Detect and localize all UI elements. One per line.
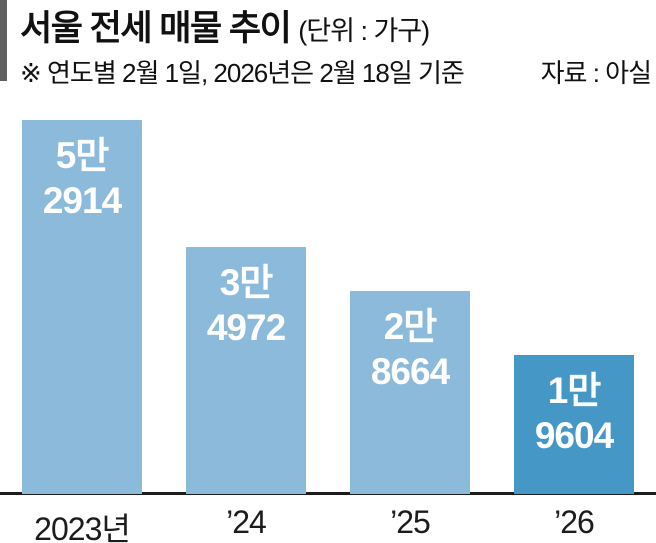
x-axis-label-2: ’24	[226, 504, 267, 540]
bar-1: 5만 2914	[22, 120, 142, 494]
x-axis-label-3: ’25	[390, 504, 431, 540]
bar-value-label: 9604	[534, 415, 614, 456]
header: 서울 전세 매물 추이 (단위 : 가구)	[20, 0, 430, 51]
x-axis-line	[0, 492, 656, 495]
bar-value-label: 3만	[219, 262, 274, 303]
bar-4: 1만 9604	[514, 355, 634, 494]
bar-value-label: 8664	[370, 351, 450, 392]
x-axis-label-1: 2023년	[34, 511, 131, 543]
page-title: 서울 전세 매물 추이	[20, 9, 292, 48]
unit-label: (단위 : 가구)	[298, 16, 430, 46]
bar-value-label: 2만	[383, 306, 438, 347]
bar-2: 3만 4972	[186, 247, 306, 494]
title-accent-bar	[0, 0, 7, 81]
bar-value-label: 2914	[42, 180, 122, 221]
subheader: ※ 연도별 2월 1일, 2026년은 2월 18일 기준 자료 : 아실	[20, 53, 652, 90]
bar-3: 2만 8664	[350, 291, 470, 494]
note-text: ※ 연도별 2월 1일, 2026년은 2월 18일 기준	[20, 58, 465, 88]
source-text: 자료 : 아실	[540, 58, 652, 88]
x-axis-label-4: ’26	[554, 504, 595, 540]
bar-value-label: 5만	[55, 135, 110, 176]
bar-value-label: 1만	[547, 370, 602, 411]
bar-value-label: 4972	[206, 307, 286, 348]
